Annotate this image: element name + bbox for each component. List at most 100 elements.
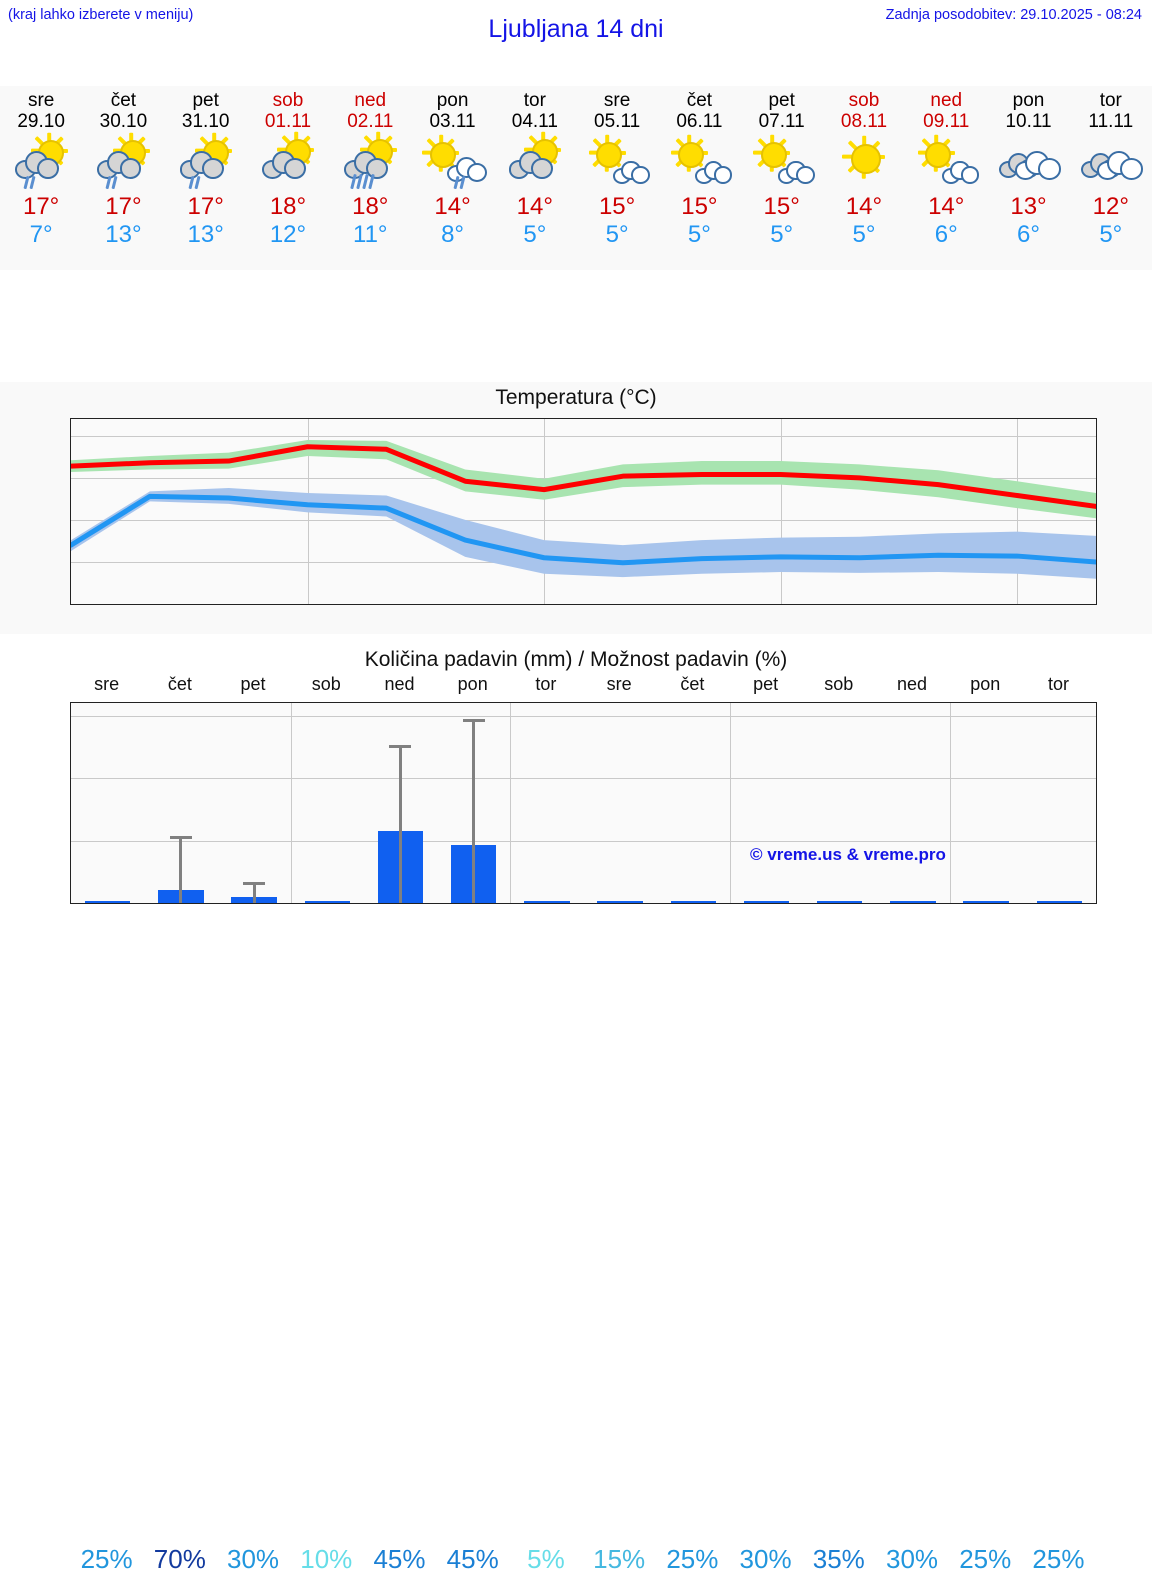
day-column-12[interactable]: pon 10.11 13° 6° <box>987 86 1069 270</box>
sun-disc-icon <box>596 142 623 168</box>
day-name: ned <box>354 90 387 111</box>
temperature-series-svg <box>71 440 1096 579</box>
weather-icon-sun-cloud-rain-heavy <box>338 131 402 190</box>
precip-day-label-10: sob <box>824 674 854 694</box>
cloud-icon <box>1014 149 1061 180</box>
day-weather-icon-wrap <box>987 135 1069 191</box>
day-column-3[interactable]: sob 01.11 18° 12° <box>247 86 329 270</box>
precip-probability-4: 45% <box>373 1544 426 1574</box>
day-temp-min: 5° <box>770 221 794 248</box>
day-name: pet <box>192 90 219 111</box>
precipitation-probability-row: 25% 70% 30% 10% 45% 45% 5% 15% 25% 30% 35% 30% 25% 25… <box>70 1544 1095 1575</box>
gridline-horizontal <box>71 435 1096 437</box>
temperature-chart-section: Temperatura (°C) © vreme.us & vreme.pro … <box>0 382 1152 864</box>
precip-day-label-1: čet <box>167 674 192 694</box>
temperature-uncertainty-band-1 <box>71 487 1096 579</box>
day-name: ned <box>930 90 963 111</box>
precip-bar-10 <box>817 901 863 903</box>
day-column-8[interactable]: čet 06.11 15° 5° <box>658 86 740 270</box>
daily-forecast-strip: sre 29.10 17° 7° čet 30.10 17° 13° pet 31.10 17° 13… <box>0 86 1152 270</box>
cloud-lobe <box>37 157 60 179</box>
day-name: pon <box>1012 90 1045 111</box>
cloud-lobe <box>201 157 224 179</box>
day-weather-icon-wrap <box>329 131 411 191</box>
cloud-icon <box>179 149 224 179</box>
precip-day-label-3: sob <box>311 674 341 694</box>
day-column-11[interactable]: ned 09.11 14° 6° <box>905 86 987 270</box>
cloud-icon <box>344 149 389 179</box>
day-temp-min: 7° <box>29 221 53 248</box>
temperature-uncertainty-band-0 <box>71 440 1096 519</box>
day-weather-icon-wrap <box>0 132 82 191</box>
day-column-13[interactable]: tor 11.11 12° 5° <box>1070 86 1152 270</box>
precipitation-day-labels: sre čet pet sob ned pon tor sre čet pet sob ned pon t… <box>70 674 1095 698</box>
cloud-icon <box>942 159 980 185</box>
weather-icon-sun <box>832 135 896 189</box>
day-date: 29.10 <box>17 111 65 132</box>
day-temp-min: 6° <box>934 221 958 248</box>
gridline-horizontal <box>71 778 1096 779</box>
precip-error-cap-2 <box>243 881 266 885</box>
cloud-icon <box>695 159 733 185</box>
sun-disc-icon <box>760 142 787 168</box>
temperature-chart-title: Temperatura (°C) <box>495 386 657 409</box>
day-column-2[interactable]: pet 31.10 17° 13° <box>165 86 247 270</box>
cloud-lobe <box>119 157 142 179</box>
cloud-icon <box>508 149 553 179</box>
day-temp-max: 15° <box>598 193 636 220</box>
precip-error-bar-1 <box>179 836 183 903</box>
precip-bar-0 <box>84 901 131 903</box>
day-temp-min: 5° <box>687 221 711 248</box>
day-weather-icon-wrap <box>494 131 576 191</box>
cloud-lobe <box>531 157 553 179</box>
day-column-7[interactable]: sre 05.11 15° 5° <box>576 86 658 270</box>
precipitation-chart-section: Količina padavin (mm) / Možnost padavin … <box>0 644 1152 1574</box>
day-date: 11.11 <box>1088 111 1134 132</box>
day-date: 05.11 <box>594 111 641 132</box>
cloud-lobe <box>284 157 306 179</box>
day-date: 01.11 <box>264 111 312 132</box>
precip-bar-13 <box>1036 901 1083 903</box>
precip-error-bar-5 <box>472 718 476 903</box>
weather-icon-sun-small-cloud <box>750 134 815 189</box>
sun-disc-icon <box>850 144 881 174</box>
menu-hint: (kraj lahko izberete v meniju) <box>8 7 194 23</box>
day-column-0[interactable]: sre 29.10 17° 7° <box>0 86 82 270</box>
precip-error-cap-4 <box>389 744 412 748</box>
temperature-line-1 <box>71 493 1096 566</box>
cloud-icon <box>777 159 815 185</box>
day-temp-max: 14° <box>928 193 965 220</box>
precip-day-label-8: čet <box>680 674 705 694</box>
day-name: tor <box>523 90 546 111</box>
precip-day-label-4: ned <box>384 674 415 694</box>
day-weather-icon-wrap <box>905 134 987 191</box>
precip-probability-10: 35% <box>812 1544 865 1574</box>
day-name: sob <box>848 90 880 111</box>
weather-icon-sun-cloud-rain-light <box>174 132 238 190</box>
last-updated: Zadnja posodobitev: 29.10.2025 - 08:24 <box>885 7 1142 23</box>
page-title: Ljubljana 14 dni <box>488 15 664 43</box>
cloud-icon <box>15 149 60 179</box>
weather-icon-sun-cloud-rain-light <box>9 132 73 190</box>
day-temp-max: 14° <box>845 193 883 220</box>
day-temp-max: 13° <box>1010 193 1047 220</box>
day-date: 08.11 <box>840 111 888 132</box>
weather-icon-sun-cloud <box>503 131 567 189</box>
precip-day-label-6: tor <box>535 674 557 694</box>
precip-probability-9: 30% <box>739 1544 792 1574</box>
day-name: pon <box>436 90 469 111</box>
precip-day-label-0: sre <box>94 674 120 694</box>
day-column-6[interactable]: tor 04.11 14° 5° <box>494 86 576 270</box>
cloud-lobe <box>713 166 733 185</box>
precip-bar-6 <box>524 901 570 903</box>
day-column-4[interactable]: ned 02.11 18° 11° <box>329 86 411 270</box>
day-date: 10.11 <box>1005 111 1052 132</box>
precip-probability-7: 15% <box>593 1544 646 1574</box>
day-column-10[interactable]: sob 08.11 14° 5° <box>823 86 905 270</box>
day-column-9[interactable]: pet 07.11 15° 5° <box>741 86 823 270</box>
gridline-horizontal <box>71 519 1096 521</box>
day-column-1[interactable]: čet 30.10 17° 13° <box>82 86 164 270</box>
day-date: 07.11 <box>758 111 805 132</box>
day-column-5[interactable]: pon 03.11 14° 8° <box>411 86 493 270</box>
gridline-horizontal <box>71 715 1096 717</box>
